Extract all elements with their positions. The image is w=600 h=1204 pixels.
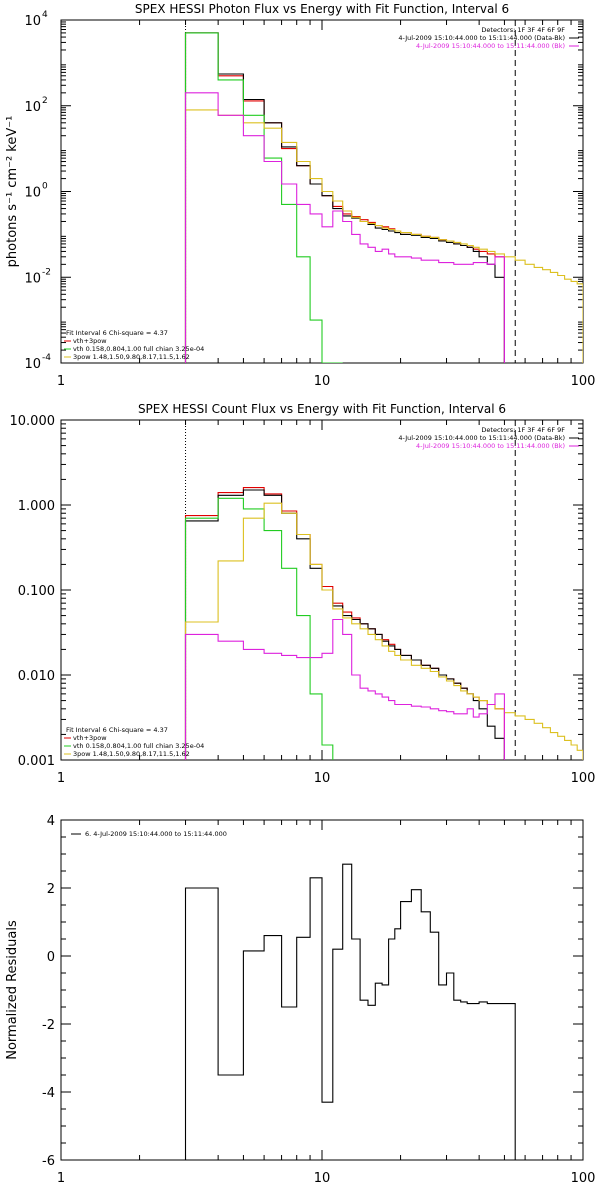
series-background — [184, 618, 505, 760]
x-tick-label: 10 — [314, 374, 331, 389]
y-tick-label: 0 — [47, 950, 55, 965]
legend-text: 4-Jul-2009 15:10:44.000 to 15:11:44.000 … — [416, 442, 565, 450]
legend-text: Detectors: 1F 3F 4F 6F 9F — [481, 426, 565, 434]
y-tick-exponent: 4 — [42, 10, 48, 20]
legend-text: 3pow 1.48,1.50,9.80,8.17,11.5,1.62 — [73, 353, 190, 361]
legend-text: vth 0.158,0.804,1.00 full chian 3.25e-04 — [73, 742, 204, 750]
legend-text: 3pow 1.48,1.50,9.80,8.17,11.5,1.62 — [73, 750, 190, 758]
legend-text: 4-Jul-2009 15:10:44.000 to 15:11:44.000 … — [398, 34, 565, 42]
y-tick-exponent: 0 — [42, 182, 48, 192]
x-tick-label: 1 — [57, 374, 65, 389]
y-tick-label: -6 — [42, 1154, 55, 1169]
chart-title: SPEX HESSI Photon Flux vs Energy with Fi… — [135, 2, 509, 16]
y-axis-label: photons s⁻¹ cm⁻² keV⁻¹ — [5, 116, 20, 268]
series-vth — [184, 497, 334, 760]
chart-panel-2: SPEX HESSI Count Flux vs Energy with Fit… — [10, 402, 596, 786]
x-tick-label: 100 — [571, 1171, 596, 1186]
y-tick-label: 0.100 — [18, 584, 55, 599]
legend-text: 4-Jul-2009 15:10:44.000 to 15:11:44.000 … — [398, 434, 565, 442]
legend-text: 6. 4-Jul-2009 15:10:44.000 to 15:11:44.0… — [85, 830, 227, 838]
series-vth-3pow — [184, 487, 505, 760]
y-tick-label: 10 — [24, 100, 41, 115]
y-tick-exponent: -4 — [42, 353, 51, 363]
y-tick-label: -4 — [42, 1086, 55, 1101]
series-residuals — [184, 863, 516, 1160]
y-tick-label: 10 — [24, 271, 41, 286]
series-background — [184, 92, 505, 363]
y-tick-label: 10 — [24, 14, 41, 29]
series-group — [184, 487, 583, 760]
x-tick-label: 100 — [571, 374, 596, 389]
series-3pow — [184, 109, 583, 363]
x-tick-label: 100 — [571, 771, 596, 786]
y-tick-label: 10.000 — [10, 414, 56, 429]
y-tick-label: 0.001 — [18, 754, 55, 769]
legend-text: 4-Jul-2009 15:10:44.000 to 15:11:44.000 … — [416, 42, 565, 50]
chart-panel-3: 1 10 100 -6 -4 -2 0 2 4 Normalized Residuals 6. 4-… — [5, 814, 595, 1186]
legend-text: vth 0.158,0.804,1.00 full chian 3.25e-04 — [73, 345, 204, 353]
x-tick-label: 10 — [314, 1171, 331, 1186]
y-tick-label: 10 — [24, 186, 41, 201]
series-vth-3pow — [184, 32, 505, 363]
y-tick-exponent: -2 — [42, 267, 51, 277]
y-tick-label: 0.010 — [18, 669, 55, 684]
legend-text: Detectors: 1F 3F 4F 6F 9F — [481, 26, 565, 34]
legend-text: Fit Interval 6 Chi-square = 4.37 — [66, 329, 168, 337]
series-vth — [184, 32, 343, 363]
y-tick-label: 4 — [47, 814, 55, 829]
series-3pow — [184, 502, 583, 760]
y-tick-label: 10 — [24, 357, 41, 372]
x-tick-label: 1 — [57, 1171, 65, 1186]
y-tick-label: 1.000 — [18, 499, 55, 514]
y-tick-label: -2 — [42, 1018, 55, 1033]
x-tick-label: 1 — [57, 771, 65, 786]
x-tick-label: 10 — [314, 771, 331, 786]
y-axis-label: Normalized Residuals — [5, 920, 20, 1060]
legend-text: vth+3pow — [73, 337, 107, 345]
series-group — [184, 32, 583, 363]
y-tick-exponent: 2 — [42, 96, 48, 106]
series-data — [184, 32, 505, 363]
y-tick-label: 2 — [47, 882, 55, 897]
legend-text: Fit Interval 6 Chi-square = 4.37 — [66, 726, 168, 734]
series-data — [184, 489, 505, 760]
series-group — [184, 863, 516, 1160]
chart-title: SPEX HESSI Count Flux vs Energy with Fit… — [138, 402, 506, 416]
chart-panel-1: SPEX HESSI Photon Flux vs Energy with Fi… — [5, 2, 595, 389]
legend-text: vth+3pow — [73, 734, 107, 742]
